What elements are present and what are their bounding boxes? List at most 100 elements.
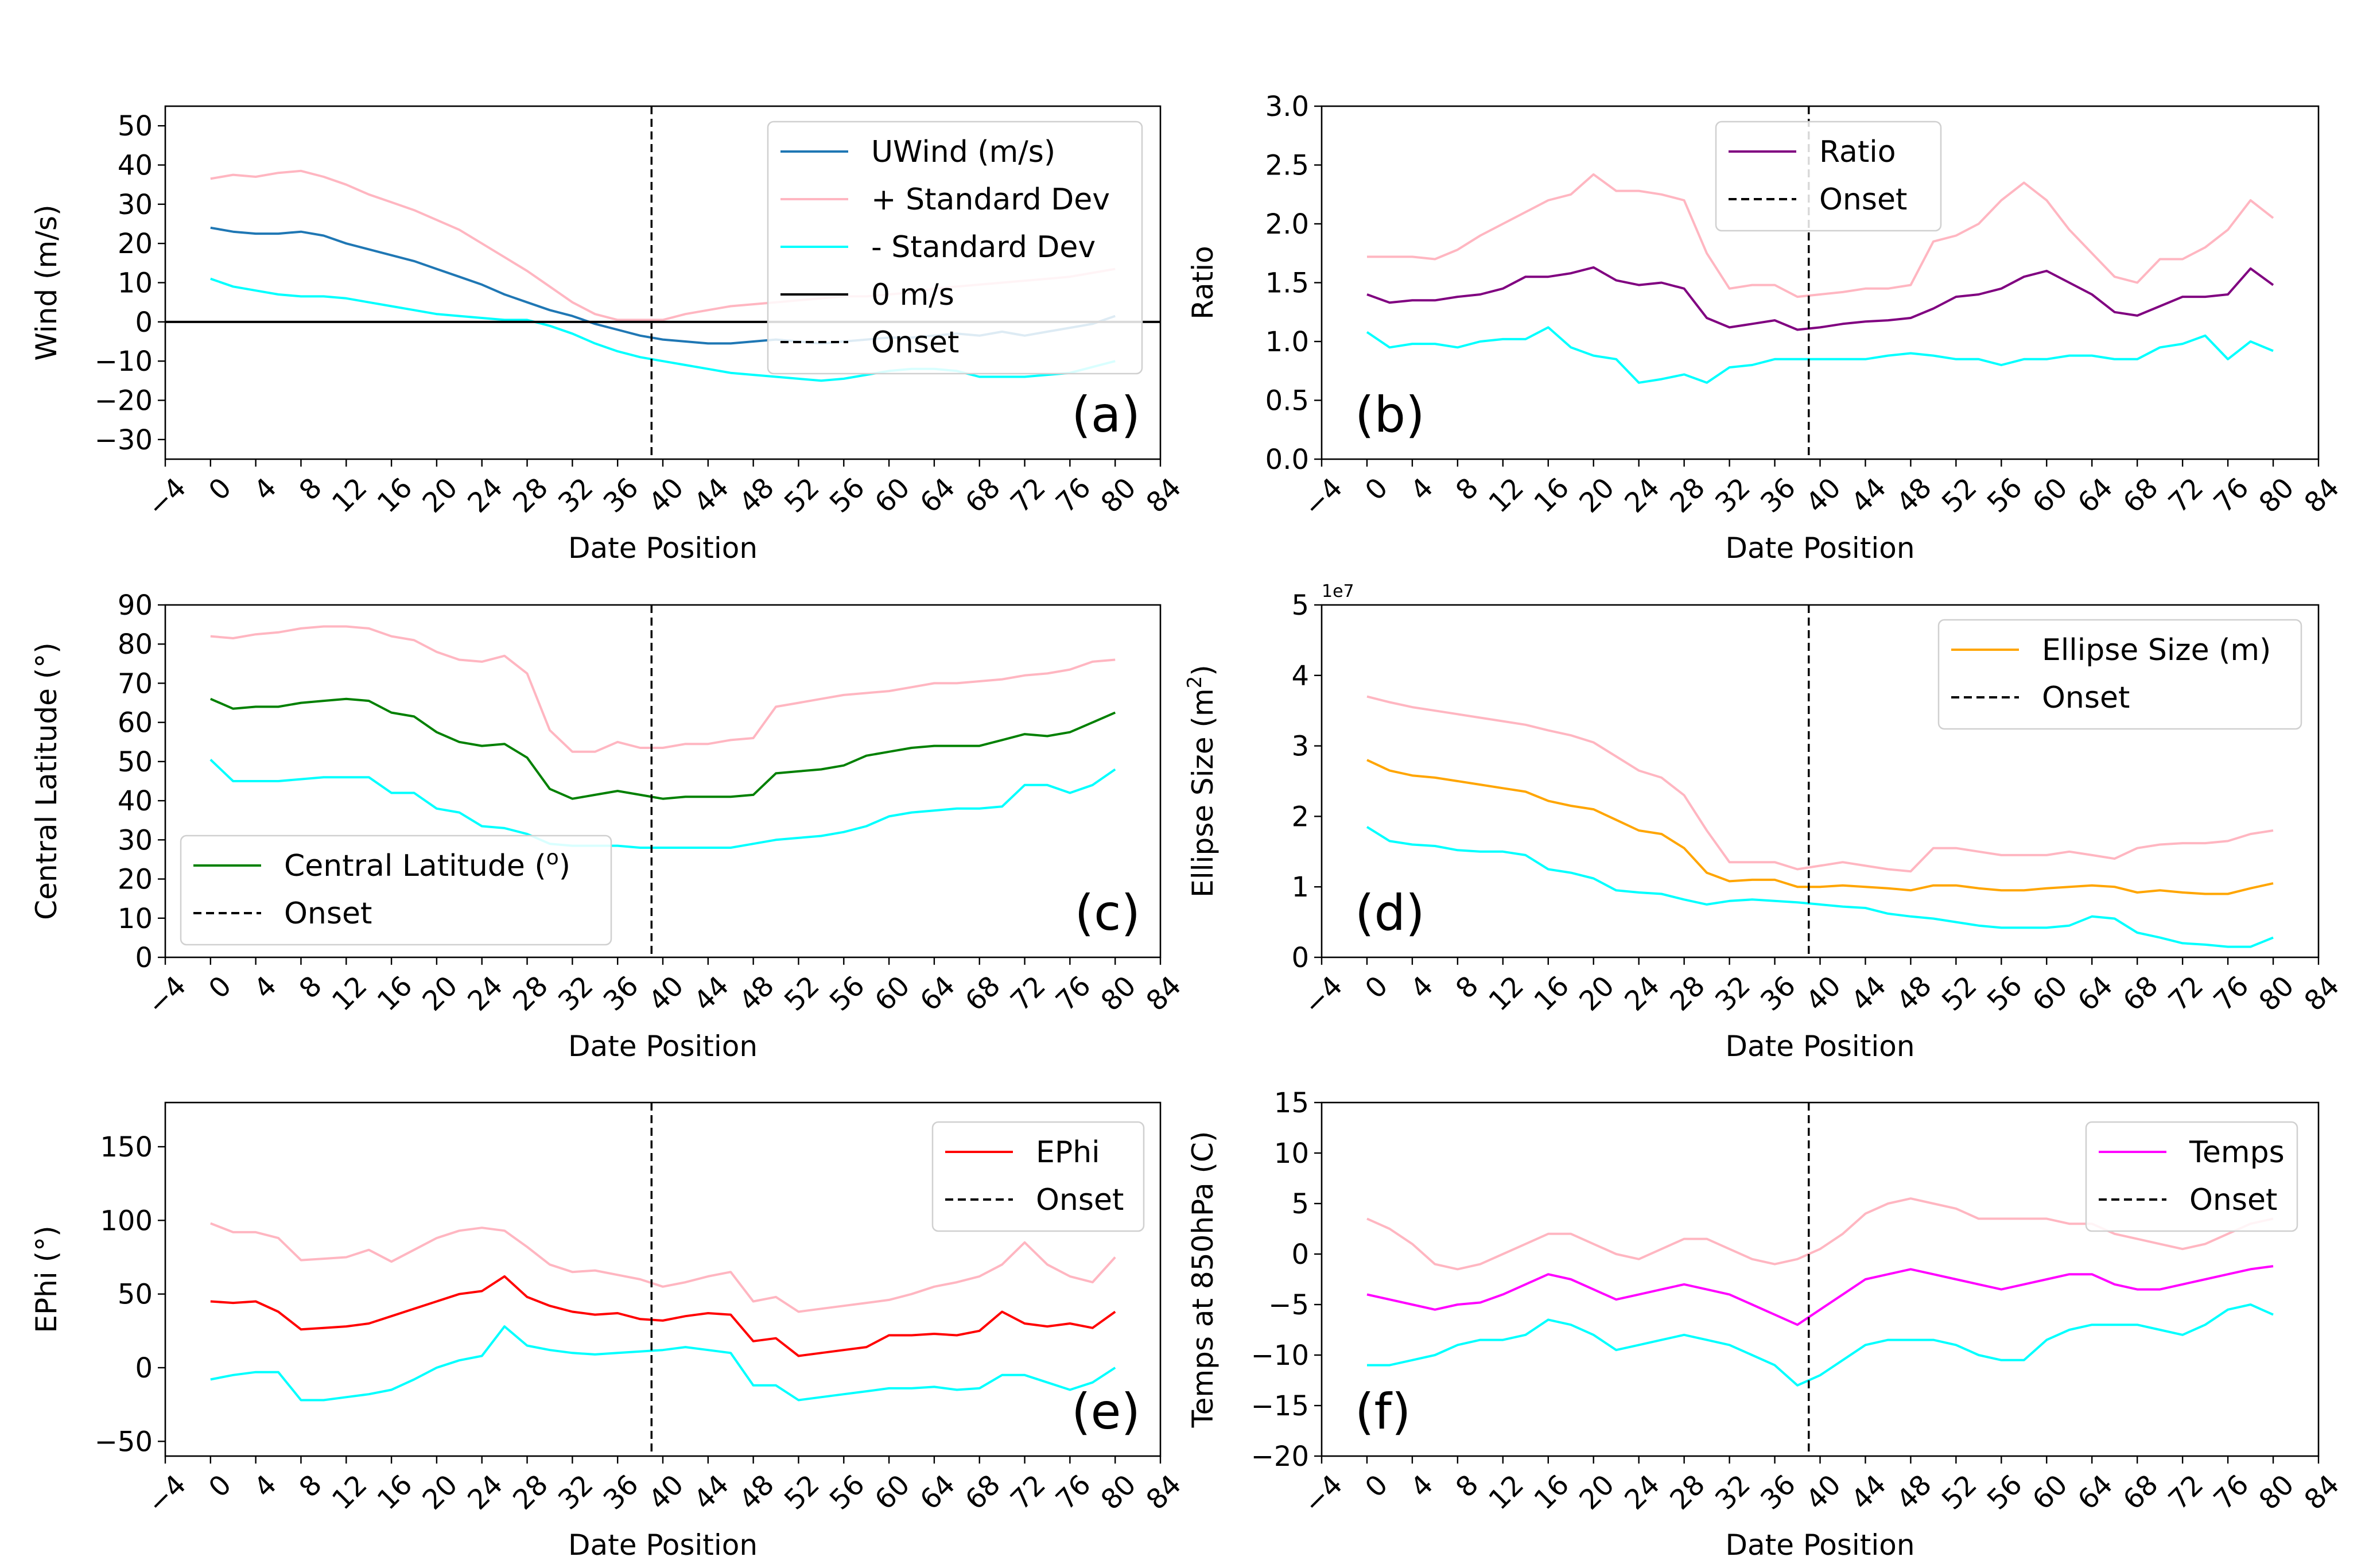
x-tick-label: 32	[1709, 1469, 1757, 1516]
x-tick-label: 24	[1618, 970, 1666, 1018]
axes-frame	[164, 105, 1162, 460]
y-tick-label: 5	[1291, 1188, 1309, 1220]
x-tick-label: 36	[597, 970, 645, 1018]
y-tick-label: −30	[95, 424, 153, 456]
x-tick-label: 12	[1482, 472, 1530, 519]
x-tick-label: 40	[1800, 472, 1847, 519]
panel-label: (e)	[1071, 1383, 1140, 1441]
y-tick-label: 70	[118, 667, 153, 700]
legend-box	[1715, 121, 1942, 232]
chart-panel-a: −4 0 4 812162024283236404448525660646872768…	[30, 105, 1188, 565]
y-axis-label: Ellipse Size (m2)	[1183, 665, 1220, 898]
x-tick-label: 0	[1359, 1469, 1394, 1504]
x-tick-label: 36	[1754, 970, 1802, 1018]
x-tick-label: 84	[2298, 472, 2346, 519]
x-tick-label: 16	[1528, 1469, 1575, 1516]
x-tick-label: 64	[2072, 970, 2119, 1018]
x-tick-label: 4	[248, 970, 283, 1005]
y-tick-label: 20	[118, 228, 153, 260]
chart-panel-d: −4 0 4 812162024283236404448525660646872768…	[1183, 581, 2345, 1063]
x-tick-label: 28	[507, 1469, 554, 1516]
x-tick-label: 24	[461, 1469, 509, 1516]
x-tick-label: 28	[1664, 1469, 1711, 1516]
x-tick-label: 36	[597, 472, 645, 519]
y-offset-label: 1e7	[1322, 581, 1354, 601]
y-tick-label: 3	[1291, 731, 1309, 763]
x-tick-label: 48	[733, 472, 780, 519]
y-tick-label: 30	[118, 824, 153, 856]
x-tick-label: 48	[1890, 1469, 1938, 1516]
x-tick-label: 16	[371, 970, 419, 1018]
plot-area	[210, 1103, 1116, 1456]
x-tick-label: 56	[1981, 1469, 2029, 1516]
x-tick-label: 72	[2162, 1469, 2210, 1516]
legend-entry-label: + Standard Dev	[871, 183, 1110, 217]
x-tick-label: 72	[1004, 970, 1052, 1018]
x-tick-label: 84	[2298, 1469, 2346, 1516]
x-tick-label: 84	[1140, 472, 1188, 519]
legend: Ratio Onset	[1715, 121, 1942, 232]
plot-area	[1366, 605, 2274, 957]
y-tick-label: 80	[118, 628, 153, 661]
series-line-standard-dev	[1367, 173, 2274, 298]
axes-frame	[1321, 105, 2320, 460]
x-tick-label: 80	[1095, 472, 1143, 519]
x-tick-label: 80	[1095, 1469, 1143, 1516]
chart-panel-c: −4 0 4 812162024283236404448525660646872768…	[30, 589, 1187, 1063]
x-tick-label: 60	[869, 1469, 916, 1516]
x-tick-label: 32	[552, 970, 600, 1018]
x-tick-label: 60	[2026, 1469, 2074, 1516]
x-tick-label: 16	[371, 472, 419, 519]
y-tick-label: 0	[135, 306, 153, 339]
x-tick-label: 72	[2162, 970, 2210, 1018]
legend-entry-label: Onset	[2189, 1183, 2277, 1217]
chart-panel-f: −4 0 4 812162024283236404448525660646872768…	[1186, 1087, 2345, 1562]
x-tick-label: 60	[869, 970, 916, 1018]
legend-entry-label: Onset	[2042, 681, 2130, 715]
x-tick-label: 28	[1664, 472, 1711, 519]
x-tick-label: 40	[1800, 1469, 1847, 1516]
x-tick-label: 8	[1450, 970, 1485, 1005]
x-tick-label: 36	[1754, 472, 1802, 519]
x-tick-label: 8	[293, 472, 328, 507]
legend-box	[931, 1121, 1145, 1232]
series-line-standard-dev	[1367, 1303, 2274, 1387]
x-tick-label: 20	[1573, 1469, 1621, 1516]
x-tick-label: 84	[1140, 970, 1188, 1018]
x-tick-label: 0	[1359, 472, 1394, 507]
chart-panel-b: −4 0 4 812162024283236404448525660646872768…	[1186, 91, 2345, 565]
y-tick-label: 5	[1291, 589, 1309, 622]
legend-entry-label: - Standard Dev	[871, 230, 1096, 265]
x-tick-label: 68	[2117, 1469, 2165, 1516]
x-tick-label: 56	[824, 970, 871, 1018]
legend-entry-label: UWind (m/s)	[871, 135, 1055, 169]
x-tick-label: 52	[1936, 970, 1983, 1018]
x-tick-label: 76	[1050, 1469, 1097, 1516]
y-tick-label: 0	[1291, 1239, 1309, 1271]
axes-frame	[164, 1101, 1162, 1457]
y-tick-label: 50	[118, 746, 153, 778]
x-tick-label: 4	[1404, 1469, 1439, 1504]
legend-entry-label: 0 m/s	[871, 278, 954, 312]
panel-label: (c)	[1075, 884, 1140, 942]
y-tick-label: 1.5	[1265, 267, 1309, 300]
legend: Ellipse Size (m) Onset	[1937, 619, 2302, 730]
x-axis-label: Date Position	[568, 531, 758, 565]
x-tick-label: 12	[326, 970, 374, 1018]
x-tick-label: 80	[2253, 970, 2301, 1018]
x-tick-label: 12	[1482, 970, 1530, 1018]
y-tick-label: −15	[1251, 1390, 1309, 1422]
x-tick-label: 12	[326, 472, 374, 519]
x-tick-label: 76	[2208, 1469, 2255, 1516]
x-tick-label: 20	[1573, 970, 1621, 1018]
x-tick-label: 52	[778, 970, 826, 1018]
x-tick-label: 56	[1981, 472, 2029, 519]
legend-box	[180, 835, 612, 946]
x-tick-label: −4	[141, 472, 193, 523]
x-tick-label: 60	[2026, 472, 2074, 519]
x-tick-label: 12	[326, 1469, 374, 1516]
y-tick-label: 50	[118, 1279, 153, 1311]
y-axis-label: EPhi (°)	[30, 1225, 63, 1333]
x-tick-label: 12	[1482, 1469, 1530, 1516]
y-tick-label: 30	[118, 189, 153, 221]
